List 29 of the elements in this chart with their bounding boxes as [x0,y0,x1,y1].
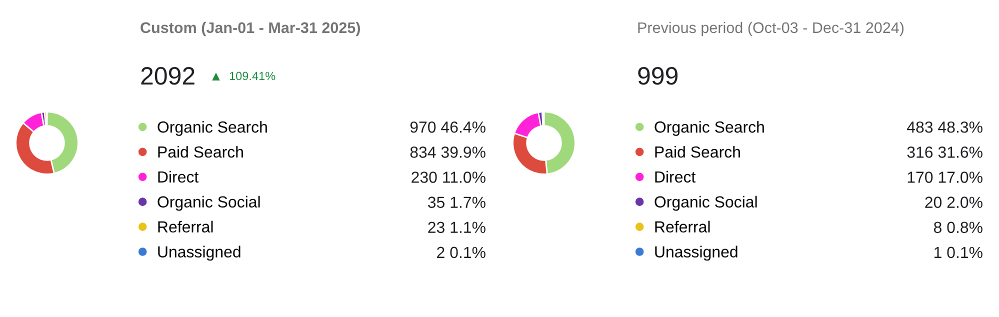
legend-label: Organic Social [158,196,260,211]
text: 109.41% [230,72,276,80]
chart-subtitle: 2092 [141,67,194,85]
legend-label: Paid Search [655,146,740,158]
data-label: 316 31.6% [907,146,982,158]
legend-label: Organic Search [158,121,267,136]
chart-subtitle: 999 [638,67,678,85]
data-label: 834 39.9% [410,146,486,158]
legend-label: Paid Search [158,146,243,158]
legend-label: Direct [655,170,696,183]
data-label: 970 46.4% [410,121,486,133]
data-label: 170 17.0% [908,172,982,183]
legend-label: Referral [655,220,710,233]
data-label: 2 0.1% [437,246,486,258]
data-label: 230 11.0% [412,172,486,183]
data-label: 483 48.3% [906,121,982,133]
data-label: 23 1.1% [428,222,486,234]
data-label: 20 2.0% [925,196,982,208]
data-label: 8 0.8% [934,222,982,234]
legend-label: Unassigned [158,246,240,261]
legend-label: Referral [158,220,213,233]
chart-title: Custom (Jan-01 - Mar-31 2025) [140,22,360,36]
legend-label: Unassigned [655,246,738,261]
legend-label: Organic Search [654,121,764,136]
legend-label: Organic Social [654,196,757,211]
data-label: 1 0.1% [934,246,982,258]
data-label: 35 1.7% [428,196,486,208]
legend-label: Direct [158,170,199,183]
chart-title: Previous period (Oct-03 - Dec-31 2024) [638,22,904,36]
